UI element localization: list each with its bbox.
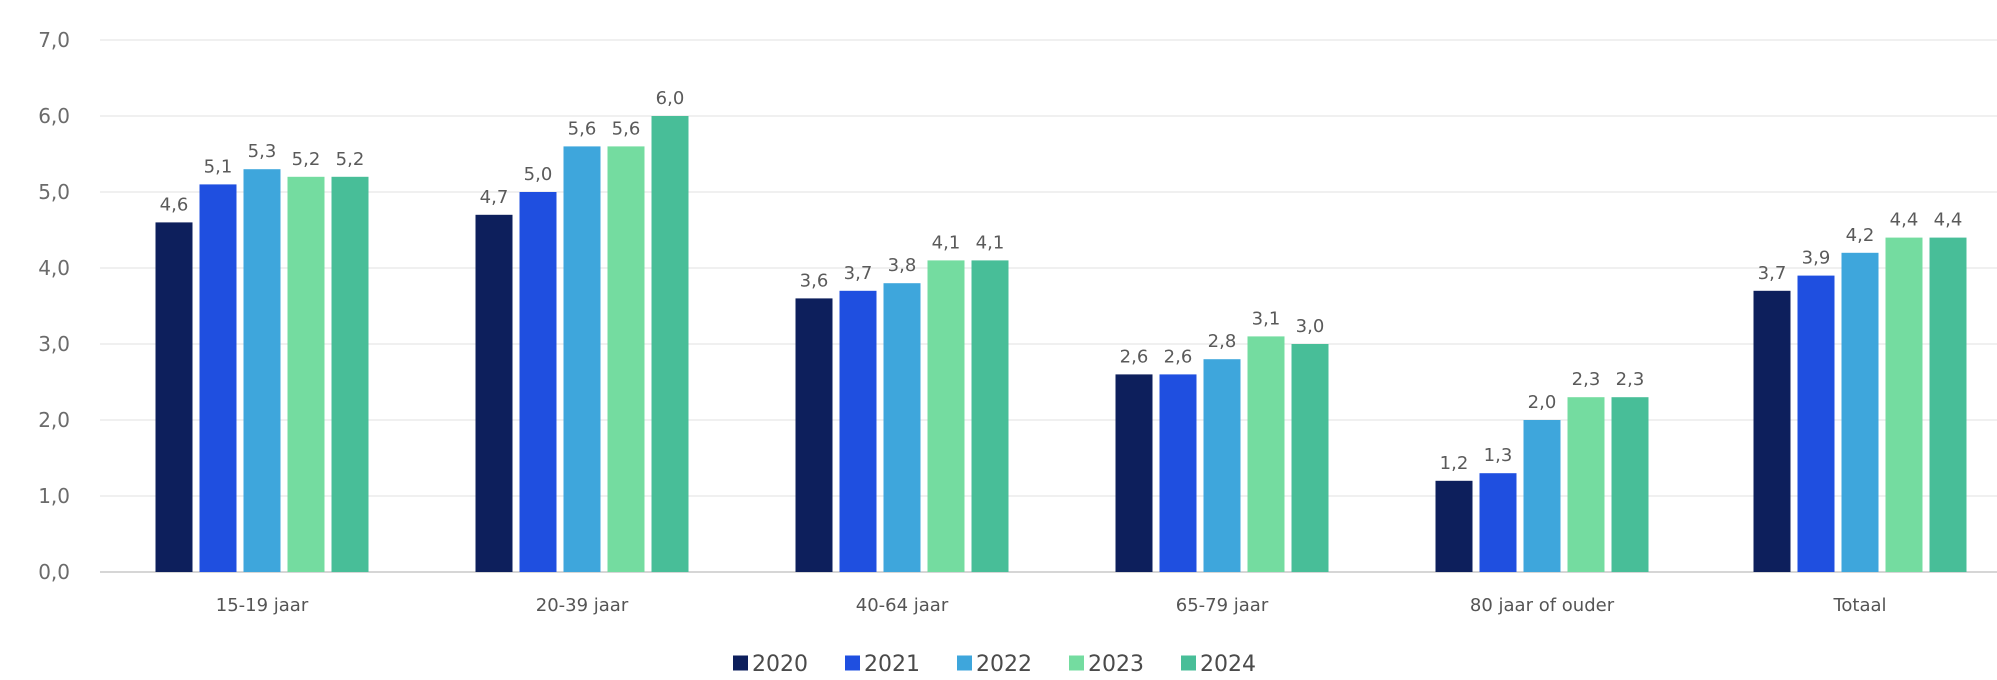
bar-2021-4	[1159, 374, 1197, 572]
legend-swatch-2024	[1181, 655, 1196, 671]
legend-swatch-2021	[845, 655, 860, 671]
bar-2024-3	[971, 260, 1009, 572]
bar-2023-2	[607, 146, 645, 572]
y-tick-label: 3,0	[38, 332, 70, 356]
bar-2021-6	[1797, 275, 1835, 572]
bar-2022-1	[243, 169, 281, 572]
data-label: 1,2	[1440, 453, 1469, 474]
data-label: 5,2	[292, 149, 321, 170]
x-category-label: 20-39 jaar	[536, 595, 629, 616]
legend-label-2022: 2022	[976, 652, 1032, 677]
bar-2022-5	[1523, 420, 1561, 572]
bar-2022-3	[883, 283, 921, 572]
bar-2020-3	[795, 298, 833, 572]
gridlines	[100, 39, 1997, 573]
data-label: 2,3	[1616, 369, 1645, 390]
bar-2021-2	[519, 192, 557, 572]
data-label: 5,2	[336, 149, 365, 170]
bar-2023-4	[1247, 336, 1285, 572]
data-label: 5,6	[568, 118, 597, 139]
bar-2024-5	[1611, 397, 1649, 572]
bar-2020-2	[475, 214, 513, 573]
y-tick-label: 6,0	[38, 104, 70, 128]
bars	[155, 116, 1967, 573]
data-label: 4,1	[932, 232, 961, 253]
legend-label-2021: 2021	[864, 652, 920, 677]
data-label: 3,7	[1758, 263, 1787, 284]
data-label: 5,0	[524, 164, 553, 185]
y-tick-label: 7,0	[38, 28, 70, 52]
y-tick-label: 2,0	[38, 408, 70, 432]
y-tick-label: 5,0	[38, 180, 70, 204]
bar-2024-2	[651, 116, 689, 572]
data-label: 5,3	[248, 141, 277, 162]
bar-2021-1	[199, 184, 237, 572]
data-label: 4,1	[976, 232, 1005, 253]
x-category-label: Totaal	[1832, 595, 1886, 616]
data-label: 3,8	[888, 255, 917, 276]
bar-2022-4	[1203, 359, 1241, 572]
data-label: 1,3	[1484, 445, 1513, 466]
bar-2023-3	[927, 260, 965, 572]
bar-2020-4	[1115, 374, 1153, 572]
data-label: 4,7	[480, 187, 509, 208]
y-axis-ticks: 0,0 1,0 2,0 3,0 4,0 5,0 6,0 7,0	[38, 28, 70, 584]
bar-2020-5	[1435, 480, 1473, 572]
data-label: 4,4	[1934, 210, 1963, 231]
data-label: 5,1	[204, 156, 233, 177]
x-category-label: 80 jaar of ouder	[1470, 595, 1615, 616]
x-category-label: 40-64 jaar	[856, 595, 949, 616]
data-label: 3,0	[1296, 316, 1325, 337]
data-label: 2,3	[1572, 369, 1601, 390]
data-label: 6,0	[656, 88, 685, 109]
bar-2021-5	[1479, 473, 1517, 572]
data-label: 5,6	[612, 118, 641, 139]
data-label: 4,2	[1846, 225, 1875, 246]
bar-2023-6	[1885, 237, 1923, 572]
bar-2022-6	[1841, 252, 1879, 573]
x-axis-categories: 15-19 jaar 20-39 jaar 40-64 jaar 65-79 jaar…	[216, 595, 1887, 616]
data-label: 2,6	[1120, 346, 1149, 367]
data-labels: 4,6 4,7 3,6 2,6 1,2 3,7 5,1 5,0 3,7 2,6 1,3 3,9 5,3 5…	[160, 88, 1963, 474]
data-label: 4,6	[160, 194, 189, 215]
bar-2024-1	[331, 176, 369, 573]
legend-label-2024: 2024	[1200, 652, 1256, 677]
legend-swatch-2022	[957, 655, 972, 671]
bar-2020-6	[1753, 290, 1791, 572]
bar-2024-6	[1929, 237, 1967, 572]
data-label: 3,7	[844, 263, 873, 284]
bar-2020-1	[155, 222, 193, 572]
data-label: 3,6	[800, 270, 829, 291]
data-label: 2,0	[1528, 392, 1557, 413]
bar-2023-1	[287, 176, 325, 573]
data-label: 3,9	[1802, 248, 1831, 269]
bar-2024-4	[1291, 344, 1329, 572]
legend-swatch-2020	[733, 655, 748, 671]
x-category-label: 15-19 jaar	[216, 595, 309, 616]
x-category-label: 65-79 jaar	[1176, 595, 1269, 616]
y-tick-label: 1,0	[38, 484, 70, 508]
data-label: 2,6	[1164, 346, 1193, 367]
bar-2021-3	[839, 290, 877, 572]
y-tick-label: 4,0	[38, 256, 70, 280]
data-label: 2,8	[1208, 331, 1237, 352]
y-tick-label: 0,0	[38, 560, 70, 584]
legend-swatch-2023	[1069, 655, 1084, 671]
legend-label-2020: 2020	[752, 652, 808, 677]
legend: 2020 2021 2022 2023 2024	[733, 652, 1256, 677]
data-label: 3,1	[1252, 308, 1281, 329]
legend-label-2023: 2023	[1088, 652, 1144, 677]
bar-2023-5	[1567, 397, 1605, 572]
data-label: 4,4	[1890, 210, 1919, 231]
bar-2022-2	[563, 146, 601, 572]
